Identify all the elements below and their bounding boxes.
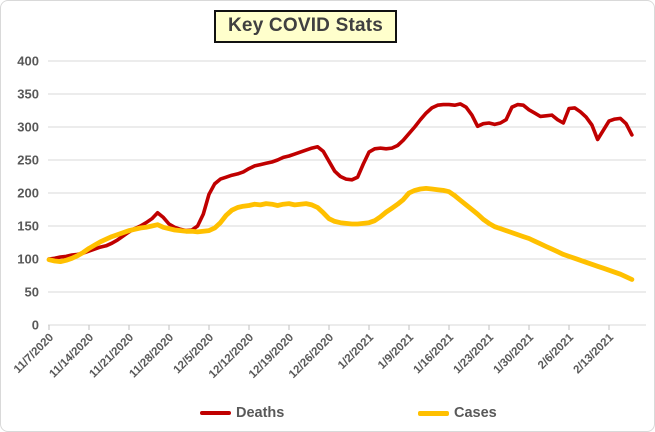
- x-axis-tick-label: 1/9/2021: [376, 331, 417, 372]
- deaths-line-swatch-icon: [200, 411, 231, 415]
- x-axis-tick-label: 1/2/2021: [336, 331, 377, 372]
- y-axis-tick-label: 200: [17, 186, 39, 201]
- legend-item-cases[interactable]: Cases: [418, 402, 497, 424]
- legend: Deaths Cases: [1, 402, 654, 426]
- y-axis-tick-label: 300: [17, 120, 39, 135]
- deaths-line-series[interactable]: [47, 102, 634, 261]
- legend-label-deaths: Deaths: [236, 405, 285, 421]
- x-axis-tick-label: 1/30/2021: [491, 331, 536, 376]
- y-axis-tick-label: 400: [17, 54, 39, 69]
- legend-item-deaths[interactable]: Deaths: [200, 402, 284, 424]
- y-axis-tick-label: 50: [25, 285, 39, 300]
- y-axis-tick-label: 250: [17, 153, 39, 168]
- chart-title: Key COVID Stats: [214, 10, 398, 43]
- cases-line-swatch-icon: [418, 410, 449, 416]
- x-axis-tick-label: 1/23/2021: [451, 331, 496, 376]
- x-axis-tick-label: 2/6/2021: [536, 331, 577, 372]
- x-axis-tick-label: 2/13/2021: [571, 331, 616, 376]
- y-axis-tick-label: 150: [17, 219, 39, 234]
- cases-line-series[interactable]: [46, 185, 635, 282]
- y-axis-tick-label: 100: [17, 252, 39, 267]
- legend-label-cases: Cases: [454, 405, 497, 421]
- y-axis-tick-label: 0: [32, 318, 39, 333]
- x-axis-tick-label: 1/16/2021: [411, 331, 456, 376]
- y-axis-tick-label: 350: [17, 87, 39, 102]
